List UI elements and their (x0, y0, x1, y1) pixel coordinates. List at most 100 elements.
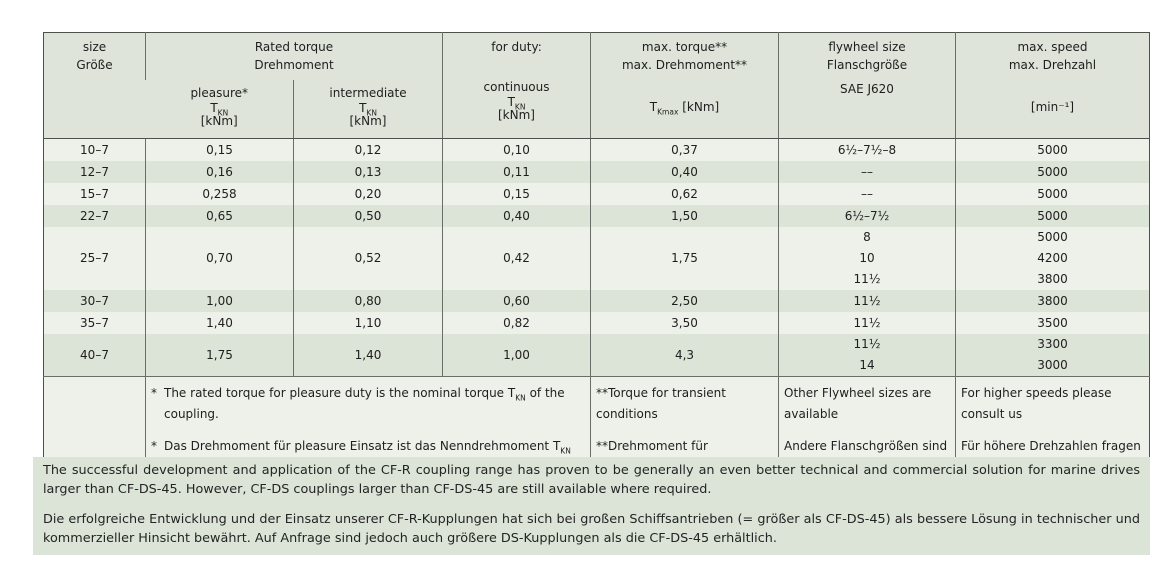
note-paragraph-en: The successful development and applicati… (43, 463, 1140, 497)
header-continuous-unit: [kNm] (498, 108, 535, 122)
table-row-10-7: 10–7 0,15 0,12 0,10 0,37 6½–7½–8 5000 (43, 138, 1150, 161)
header-max-torque-de: max. Drehmoment** (621, 58, 748, 72)
header-size-en: size (82, 40, 107, 54)
table-header: size Größe Rated torque Drehmoment for d… (43, 32, 1150, 139)
cell-size: 15–7 (80, 186, 109, 201)
note-paragraph-de: Die erfolgreiche Entwicklung und der Ein… (43, 512, 1140, 546)
header-max-torque-en: max. torque** (641, 40, 728, 54)
cell-intermediate: 1,40 (293, 334, 443, 377)
cell-max-torque: 2,50 (590, 290, 779, 312)
cell-pleasure: 0,16 (145, 161, 294, 183)
cell-continuous: 0,82 (442, 312, 591, 334)
cell-size: 35–7 (80, 315, 109, 330)
cell-intermediate: 0,52 (293, 227, 443, 290)
footnote-rated-en: * The rated torque for pleasure duty is … (151, 386, 565, 421)
cell-flywheel: –– (778, 161, 956, 183)
cell-max-torque: 0,37 (590, 138, 779, 161)
cell-speed: 5000 (955, 183, 1150, 205)
cell-speed: 3300 3000 (955, 334, 1150, 377)
cell-pleasure: 0,65 (145, 205, 294, 227)
cell-max-torque: 4,3 (590, 334, 779, 377)
header-rated-torque-en: Rated torque (254, 40, 334, 54)
table-row-30-7: 30–7 1,00 0,80 0,60 2,50 11½ 3800 (43, 290, 1150, 312)
cell-pleasure: 1,00 (145, 290, 294, 312)
cell-speed: 3500 (955, 312, 1150, 334)
coupling-spec-table: size Größe Rated torque Drehmoment for d… (43, 32, 1150, 484)
table-row-15-7: 15–7 0,258 0,20 0,15 0,62 –– 5000 (43, 183, 1150, 205)
cell-intermediate: 0,13 (293, 161, 443, 183)
cell-speed: 5000 (955, 205, 1150, 227)
notes-block: The successful development and applicati… (33, 457, 1150, 555)
cell-continuous: 0,40 (442, 205, 591, 227)
cell-intermediate: 0,12 (293, 138, 443, 161)
cell-max-torque: 0,62 (590, 183, 779, 205)
header-pleasure-unit: [kNm] (200, 114, 238, 128)
cell-intermediate: 0,50 (293, 205, 443, 227)
header-max-torque-symbol: TKmax [kNm] (649, 100, 720, 117)
header-continuous-label: continuous (483, 80, 550, 94)
cell-size: 30–7 (80, 293, 109, 308)
cell-continuous: 0,60 (442, 290, 591, 312)
cell-pleasure: 1,40 (145, 312, 294, 334)
header-max-torque: max. torque** max. Drehmoment** TKmax [k… (590, 32, 779, 139)
header-max-speed-de: max. Drehzahl (1008, 58, 1097, 72)
cell-max-torque: 1,50 (590, 205, 779, 227)
cell-continuous: 0,42 (442, 227, 591, 290)
footnote-max-torque-en: **Torque for transient conditions (596, 386, 726, 421)
header-intermediate-unit: [kNm] (349, 114, 387, 128)
cell-flywheel: 6½–7½ (778, 205, 956, 227)
header-size: size Größe (43, 32, 146, 139)
header-max-speed-unit: [min⁻¹] (1030, 100, 1075, 114)
cell-size: 22–7 (80, 208, 109, 223)
cell-pleasure: 0,70 (145, 227, 294, 290)
table-row-25-7: 25–7 0,70 0,52 0,42 1,75 8 10 11½ 5000 4… (43, 227, 1150, 290)
footnote-flywheel-en: Other Flywheel sizes are available (784, 386, 932, 421)
cell-flywheel: 11½ 14 (778, 334, 956, 377)
header-pleasure: pleasure* TKN [kNm] (145, 80, 294, 139)
cell-flywheel: 11½ (778, 312, 956, 334)
cell-intermediate: 1,10 (293, 312, 443, 334)
cell-intermediate: 0,20 (293, 183, 443, 205)
cell-flywheel: 6½–7½–8 (778, 138, 956, 161)
footnote-speed-en: For higher speeds please consult us (961, 386, 1112, 421)
cell-continuous: 0,10 (442, 138, 591, 161)
header-flywheel-standard: SAE J620 (840, 82, 894, 96)
cell-speed: 5000 4200 3800 (955, 227, 1150, 290)
cell-speed: 3800 (955, 290, 1150, 312)
cell-max-torque: 1,75 (590, 227, 779, 290)
header-flywheel: flywheel size Flanschgröße SAE J620 (778, 32, 956, 139)
header-for-duty-label: for duty: (491, 40, 542, 54)
cell-size: 12–7 (80, 164, 109, 179)
table-row-22-7: 22–7 0,65 0,50 0,40 1,50 6½–7½ 5000 (43, 205, 1150, 227)
cell-speed: 5000 (955, 138, 1150, 161)
cell-flywheel: –– (778, 183, 956, 205)
header-size-de: Größe (76, 58, 113, 72)
header-flywheel-en: flywheel size (828, 40, 906, 54)
table-body: 10–7 0,15 0,12 0,10 0,37 6½–7½–8 5000 12… (43, 138, 1150, 484)
cell-size: 25–7 (80, 251, 109, 265)
cell-pleasure: 1,75 (145, 334, 294, 377)
header-intermediate-symbol: TKN (359, 101, 377, 118)
header-max-speed: max. speed max. Drehzahl [min⁻¹] (955, 32, 1150, 139)
cell-size: 40–7 (80, 347, 109, 362)
header-pleasure-label: pleasure* (190, 86, 249, 100)
cell-speed: 5000 (955, 161, 1150, 183)
header-continuous-symbol: TKN (507, 95, 526, 112)
header-intermediate: intermediate TKN [kNm] (293, 80, 443, 139)
header-rated-torque: Rated torque Drehmoment (145, 32, 443, 80)
header-for-duty: for duty: continuous TKN [kNm] (442, 32, 591, 139)
header-rated-torque-de: Drehmoment (254, 58, 334, 72)
cell-continuous: 0,11 (442, 161, 591, 183)
cell-max-torque: 0,40 (590, 161, 779, 183)
header-pleasure-symbol: TKN (210, 101, 229, 118)
table-row-40-7: 40–7 1,75 1,40 1,00 4,3 11½ 14 3300 3000 (43, 334, 1150, 377)
header-max-speed-en: max. speed (1017, 40, 1088, 54)
cell-continuous: 1,00 (442, 334, 591, 377)
cell-max-torque: 3,50 (590, 312, 779, 334)
cell-pleasure: 0,15 (145, 138, 294, 161)
header-flywheel-de: Flanschgröße (826, 58, 908, 72)
cell-flywheel: 8 10 11½ (778, 227, 956, 290)
table-row-12-7: 12–7 0,16 0,13 0,11 0,40 –– 5000 (43, 161, 1150, 183)
cell-continuous: 0,15 (442, 183, 591, 205)
